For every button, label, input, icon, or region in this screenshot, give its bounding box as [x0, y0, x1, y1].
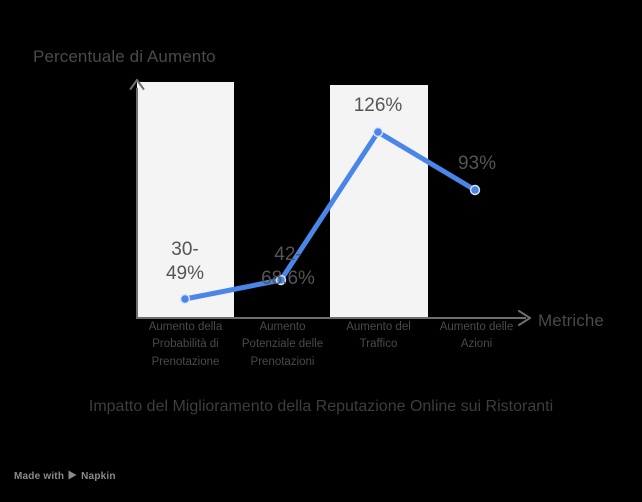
watermark-brand-label: Napkin [81, 471, 116, 482]
x-axis-line [136, 317, 526, 319]
data-point-3 [469, 184, 481, 196]
category-band-1 [137, 82, 234, 318]
data-point-1 [275, 274, 287, 286]
x-tick-label-3: Aumento delle Azioni [439, 321, 514, 351]
y-axis-line [136, 88, 138, 318]
data-point-label-1: 42- 68.6% [261, 244, 315, 290]
x-axis-title: Metriche [538, 311, 604, 330]
x-tick-label-2: Aumento del Traffico [346, 321, 411, 351]
y-axis-arrow-icon [129, 79, 145, 93]
watermark-made-with-label: Made with [14, 471, 65, 482]
x-tick-label-1: Aumento Potenziale delle Prenotazioni [241, 321, 324, 368]
play-triangle-icon [68, 470, 77, 483]
chart-title: Impatto del Miglioramento della Reputazi… [88, 398, 554, 415]
watermark: Made with Napkin [14, 470, 116, 483]
data-point-2 [372, 126, 384, 138]
y-axis-title: Percentuale di Aumento [33, 47, 216, 66]
data-point-label-0: 30- 49% [165, 239, 205, 285]
category-band-3 [330, 85, 428, 318]
series-polyline [182, 129, 478, 302]
x-tick-label-0: Aumento della Probabilità di Prenotazion… [148, 321, 223, 368]
x-axis-arrow-icon [518, 310, 534, 326]
data-point-0 [179, 293, 191, 305]
data-point-label-2: 126% [353, 95, 403, 116]
data-point-label-3: 93% [457, 153, 497, 174]
